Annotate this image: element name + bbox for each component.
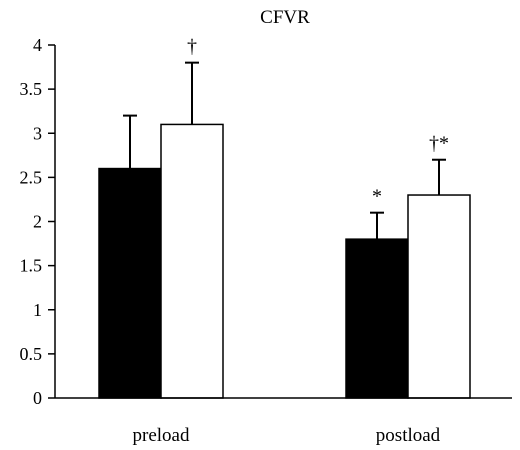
bars-group: †*†* <box>98 36 471 399</box>
y-tick-label: 2 <box>33 212 42 232</box>
x-category-label: postload <box>376 425 441 446</box>
significance-marker: † <box>187 36 197 58</box>
significance-marker: †* <box>429 133 449 155</box>
y-tick-label: 3 <box>33 123 42 143</box>
y-tick-label: 1 <box>33 300 42 320</box>
x-axis: preload postload <box>55 397 512 446</box>
bar <box>407 194 471 399</box>
bar <box>98 167 162 399</box>
bar <box>345 238 409 399</box>
y-tick-label: 0 <box>33 388 42 408</box>
y-axis: 0 0.5 1 1.5 2 2.5 3 3.5 4 <box>20 35 56 408</box>
y-tick-label: 4 <box>33 35 42 55</box>
bar <box>160 123 224 399</box>
significance-marker: * <box>372 186 382 208</box>
y-tick-label: 3.5 <box>20 79 43 99</box>
x-category-label: preload <box>133 425 190 446</box>
chart-title: CFVR <box>260 7 310 28</box>
y-tick-label: 0.5 <box>20 344 43 364</box>
y-tick-label: 1.5 <box>20 256 43 276</box>
y-tick-label: 2.5 <box>20 167 43 187</box>
